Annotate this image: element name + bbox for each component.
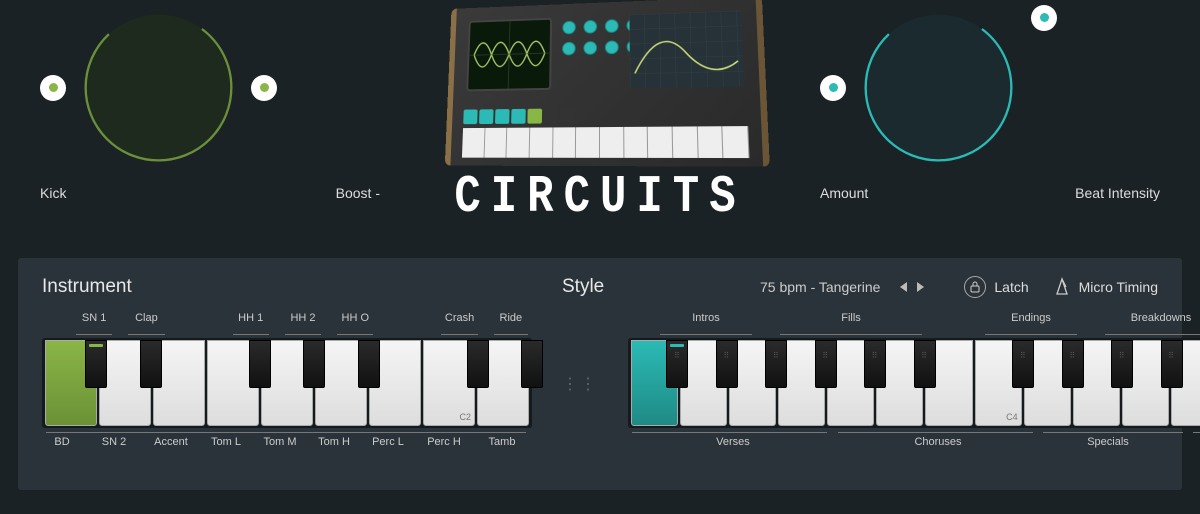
latch-label: Latch [994, 279, 1028, 295]
sty-top-label: Fills [841, 312, 861, 324]
black-key[interactable] [303, 340, 325, 388]
amount-label: Amount [820, 185, 868, 201]
black-key[interactable] [467, 340, 489, 388]
sty-top-label: Intros [692, 312, 720, 324]
beat-intensity-label: Beat Intensity [1075, 185, 1160, 201]
black-key[interactable] [249, 340, 271, 388]
inst-top-label: HH O [342, 312, 370, 324]
keyboard-separator: ⋮⋮ [562, 374, 598, 394]
sty-top-label: Breakdowns [1131, 312, 1192, 324]
inst-btm-label: BD [54, 436, 69, 448]
inst-top-label: HH 2 [290, 312, 315, 324]
kick-label: Kick [40, 185, 66, 201]
black-key[interactable]: ⠿ [1111, 340, 1133, 388]
inst-btm-label: Tom L [211, 436, 241, 448]
black-key[interactable]: ⠿ [1012, 340, 1034, 388]
inst-btm-label: Tamb [489, 436, 516, 448]
black-key[interactable] [358, 340, 380, 388]
micro-timing-label: Micro Timing [1079, 279, 1158, 295]
black-key[interactable]: ⠿ [666, 340, 688, 388]
black-key[interactable]: ⠿ [1161, 340, 1183, 388]
style-next-arrow[interactable] [917, 282, 924, 292]
inst-top-label: Crash [445, 312, 474, 324]
instrument-title: Instrument [42, 276, 532, 298]
boost-knob[interactable] [251, 75, 277, 101]
black-key[interactable]: ⠿ [815, 340, 837, 388]
style-info: 75 bpm - Tangerine [760, 279, 880, 295]
lock-icon [964, 276, 986, 298]
amount-knob[interactable] [820, 75, 846, 101]
style-prev-arrow[interactable] [900, 282, 907, 292]
inst-btm-label: Tom M [264, 436, 297, 448]
kit-dial[interactable]: Kit Diode [81, 10, 236, 165]
metronome-icon [1053, 277, 1071, 297]
inst-btm-label: Perc L [372, 436, 404, 448]
black-key[interactable]: ⠿ [864, 340, 886, 388]
latch-button[interactable]: Latch [964, 276, 1028, 298]
inst-top-label: HH 1 [238, 312, 263, 324]
inst-btm-label: Accent [154, 436, 188, 448]
black-key[interactable]: ⠿ [914, 340, 936, 388]
style-title: Style [562, 276, 604, 298]
sty-btm-label: Choruses [914, 436, 961, 448]
sty-btm-label: Specials [1087, 436, 1129, 448]
black-key[interactable]: ⠿ [716, 340, 738, 388]
beat-intensity-knob[interactable] [1031, 5, 1057, 31]
inst-top-label: Clap [135, 312, 158, 324]
inst-top-label: Ride [500, 312, 523, 324]
black-key[interactable] [521, 340, 543, 388]
instrument-keyboard: C2 [42, 338, 532, 428]
inst-top-label: SN 1 [82, 312, 106, 324]
sty-top-label: Endings [1011, 312, 1051, 324]
boost-label: Boost - [336, 185, 380, 201]
black-key[interactable] [140, 340, 162, 388]
inst-btm-label: Tom H [318, 436, 350, 448]
style-keyboard: C4⠿⠿⠿⠿⠿⠿⠿⠿⠿⠿ [628, 338, 1200, 428]
black-key[interactable]: ⠿ [1062, 340, 1084, 388]
black-key[interactable]: ⠿ [765, 340, 787, 388]
logo: CIRCUITS [420, 168, 780, 228]
black-key[interactable] [85, 340, 107, 388]
mix-dial[interactable]: Mix Simple [861, 10, 1016, 165]
synth-graphic [440, 0, 760, 165]
inst-btm-label: Perc H [427, 436, 461, 448]
inst-btm-label: SN 2 [102, 436, 126, 448]
sty-btm-label: Verses [716, 436, 750, 448]
kick-knob[interactable] [40, 75, 66, 101]
micro-timing-button[interactable]: Micro Timing [1053, 277, 1158, 297]
